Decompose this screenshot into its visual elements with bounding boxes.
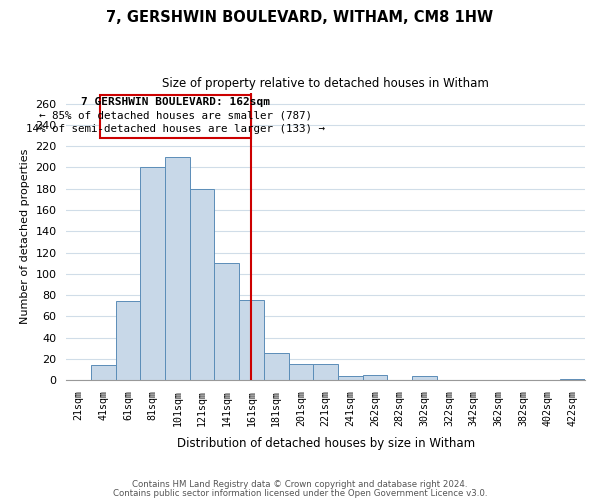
X-axis label: Distribution of detached houses by size in Witham: Distribution of detached houses by size …: [176, 437, 475, 450]
Text: 7, GERSHWIN BOULEVARD, WITHAM, CM8 1HW: 7, GERSHWIN BOULEVARD, WITHAM, CM8 1HW: [106, 10, 494, 25]
Y-axis label: Number of detached properties: Number of detached properties: [20, 149, 29, 324]
Bar: [214, 263, 239, 380]
Bar: [338, 376, 362, 380]
Text: ← 85% of detached houses are smaller (787): ← 85% of detached houses are smaller (78…: [40, 111, 313, 121]
Bar: [140, 168, 165, 380]
Bar: [289, 364, 313, 380]
Bar: [116, 302, 140, 380]
Bar: [560, 379, 585, 380]
Title: Size of property relative to detached houses in Witham: Size of property relative to detached ho…: [162, 78, 489, 90]
Text: 7 GERSHWIN BOULEVARD: 162sqm: 7 GERSHWIN BOULEVARD: 162sqm: [82, 98, 271, 108]
Bar: [91, 366, 116, 380]
Text: 14% of semi-detached houses are larger (133) →: 14% of semi-detached houses are larger (…: [26, 124, 325, 134]
Bar: [165, 157, 190, 380]
Bar: [313, 364, 338, 380]
Bar: [239, 300, 264, 380]
Bar: [264, 352, 289, 380]
Text: Contains public sector information licensed under the Open Government Licence v3: Contains public sector information licen…: [113, 488, 487, 498]
Bar: [362, 375, 388, 380]
Bar: [412, 376, 437, 380]
Text: Contains HM Land Registry data © Crown copyright and database right 2024.: Contains HM Land Registry data © Crown c…: [132, 480, 468, 489]
FancyBboxPatch shape: [100, 95, 251, 138]
Bar: [190, 189, 214, 380]
